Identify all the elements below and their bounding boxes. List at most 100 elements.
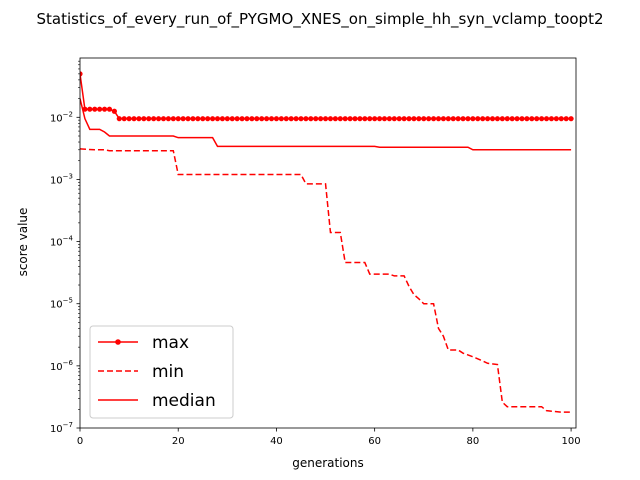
series-max: [80, 71, 574, 122]
data-point-max-79: [465, 116, 471, 122]
data-point-max-87: [504, 116, 510, 122]
data-point-max-99: [563, 116, 569, 122]
data-point-max-12: [136, 116, 142, 122]
data-point-max-8: [116, 116, 122, 122]
data-point-max-38: [264, 116, 270, 122]
data-point-max-80: [470, 116, 476, 122]
data-point-max-27: [209, 116, 216, 122]
data-point-max-76: [450, 116, 456, 122]
data-point-max-81: [475, 116, 481, 122]
y-tick-label-base-1: 10: [50, 362, 63, 373]
data-point-max-23: [190, 116, 196, 122]
data-point-max-73: [435, 116, 442, 122]
data-point-max-75: [445, 116, 451, 122]
data-point-max-37: [259, 116, 265, 122]
data-point-max-57: [357, 116, 363, 122]
data-point-max-31: [229, 116, 235, 122]
data-point-max-24: [195, 116, 201, 122]
x-tick-label-2: 40: [270, 436, 283, 447]
data-point-max-44: [293, 116, 299, 122]
data-point-max-72: [430, 116, 437, 122]
data-point-max-94: [539, 116, 545, 122]
data-point-max-5: [101, 106, 108, 112]
data-point-max-70: [421, 116, 427, 122]
data-point-max-36: [254, 116, 260, 122]
legend-label-min: min: [152, 362, 184, 382]
y-tick-label-1: 10−6: [50, 359, 74, 373]
data-point-max-62: [381, 116, 388, 122]
data-point-max-21: [180, 116, 186, 122]
data-point-max-51: [327, 116, 334, 122]
data-point-max-32: [234, 116, 240, 122]
x-tick-label-4: 80: [467, 436, 480, 447]
data-point-max-22: [185, 116, 191, 122]
legend-box: [89, 325, 234, 419]
y-tick-label-exp-0: −7: [63, 421, 73, 429]
data-point-max-96: [548, 116, 555, 122]
data-point-max-52: [332, 116, 338, 122]
data-point-max-93: [534, 116, 540, 122]
data-point-max-55: [347, 116, 353, 122]
series-layer: [80, 71, 574, 413]
data-point-max-77: [455, 116, 461, 122]
data-point-max-65: [396, 116, 402, 122]
data-point-max-91: [524, 116, 530, 122]
data-point-max-18: [165, 116, 171, 122]
series-median: [80, 98, 572, 151]
data-point-max-90: [519, 116, 525, 122]
x-tick-label-3: 60: [368, 436, 381, 447]
data-point-max-41: [278, 116, 284, 122]
y-tick-label-3: 10−4: [50, 235, 74, 249]
data-point-max-13: [141, 116, 147, 122]
data-point-max-68: [411, 116, 417, 122]
y-tick-label-exp-4: −3: [63, 172, 73, 180]
series-line-median: [80, 98, 572, 151]
data-point-max-15: [151, 116, 157, 122]
x-axis-label: generations: [292, 456, 364, 470]
data-point-max-33: [239, 116, 245, 122]
y-tick-label-base-5: 10: [50, 113, 63, 124]
y-tick-label-base-4: 10: [50, 175, 63, 186]
y-tick-label-0: 10−7: [50, 421, 73, 435]
y-tick-label-exp-3: −4: [63, 235, 74, 243]
series-line-min: [80, 148, 572, 413]
data-point-max-14: [146, 116, 152, 122]
data-point-max-42: [283, 116, 289, 122]
data-point-max-47: [308, 116, 314, 122]
series-min: [80, 148, 572, 413]
data-point-max-45: [298, 116, 304, 122]
legend: max min median: [89, 325, 234, 419]
data-point-max-9: [121, 116, 127, 122]
data-point-max-4: [97, 106, 103, 112]
data-point-max-0: [80, 71, 83, 77]
data-point-max-16: [155, 116, 162, 122]
data-point-max-19: [170, 116, 176, 122]
y-tick-label-base-3: 10: [50, 238, 63, 249]
data-point-max-78: [460, 116, 466, 122]
data-point-max-50: [322, 116, 329, 122]
data-point-max-54: [342, 116, 348, 122]
data-point-max-88: [509, 116, 515, 122]
data-point-max-30: [224, 116, 230, 122]
data-point-max-53: [337, 116, 343, 122]
data-point-max-60: [372, 116, 378, 122]
data-point-max-84: [489, 116, 496, 122]
x-tick-label-0: 0: [77, 436, 83, 447]
y-tick-label-exp-2: −5: [63, 297, 73, 305]
x-tick-label-5: 100: [562, 436, 581, 447]
data-point-max-97: [553, 116, 559, 122]
legend-marker-max: [115, 339, 121, 345]
data-point-max-29: [219, 116, 226, 122]
data-point-max-6: [106, 106, 113, 112]
data-point-max-28: [214, 116, 221, 122]
data-point-max-35: [249, 116, 255, 122]
data-point-max-3: [92, 106, 98, 112]
data-point-max-74: [440, 116, 447, 122]
data-point-max-83: [485, 116, 491, 122]
data-point-max-40: [273, 116, 280, 122]
data-point-max-20: [175, 116, 181, 122]
data-point-max-7: [111, 108, 117, 114]
data-point-max-67: [406, 116, 412, 122]
data-point-max-26: [205, 116, 211, 122]
